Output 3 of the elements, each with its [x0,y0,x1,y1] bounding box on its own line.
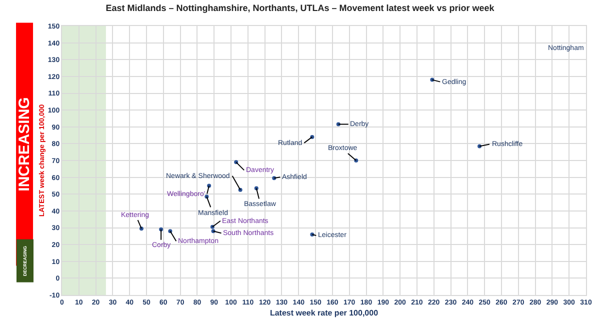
x-axis-title: Latest week rate per 100,000 [270,308,379,318]
text: INCREASING [16,97,34,192]
chart-title: East Midlands – Nottinghamshire, Northants, UTLAs – Movement latest week vs prior week [106,3,496,14]
